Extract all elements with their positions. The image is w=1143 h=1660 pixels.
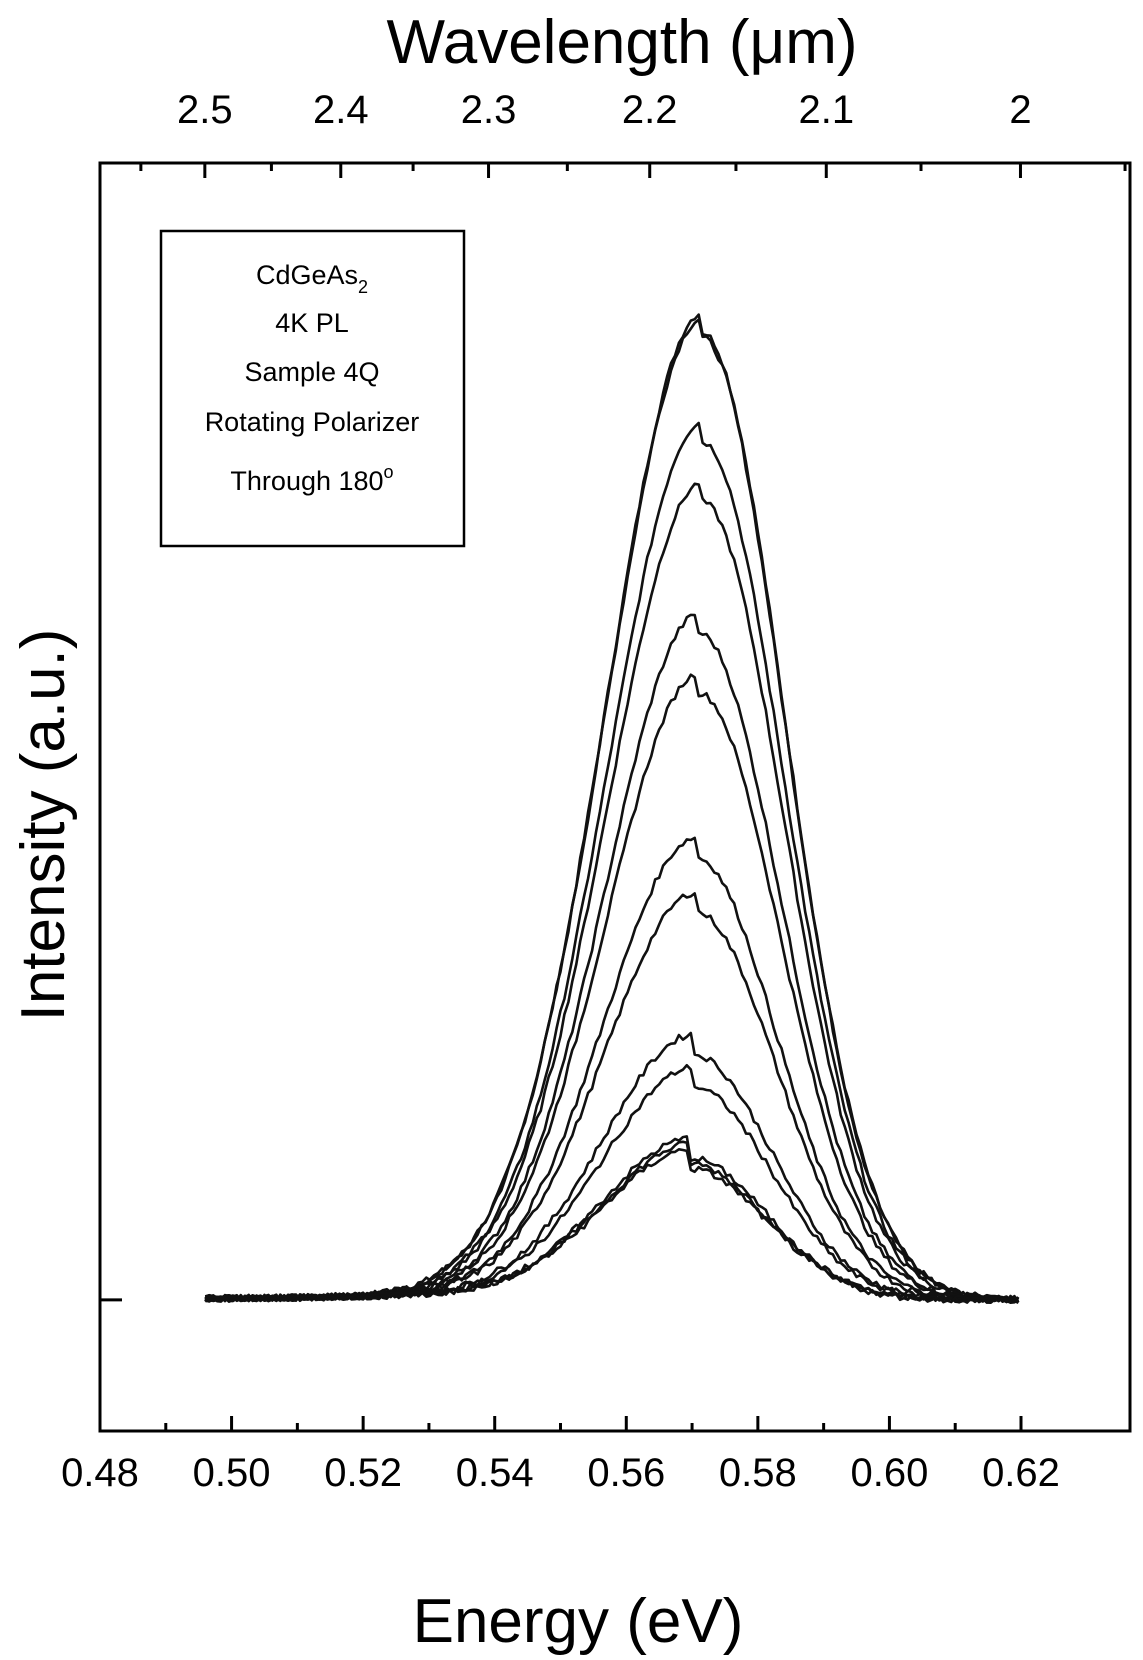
y-axis-title: Intensity (a.u.) xyxy=(9,629,78,1022)
bottom-axis-ticks xyxy=(100,1416,1021,1431)
top-axis-tick-labels: 2.5 2.4 2.3 2.2 2.1 2 xyxy=(177,88,1032,132)
x-tick-label: 0.54 xyxy=(456,1451,534,1495)
x-tick-label: 0.62 xyxy=(982,1451,1060,1495)
bottom-axis-tick-labels: 0.48 0.50 0.52 0.54 0.56 0.58 0.60 0.62 xyxy=(61,1451,1060,1495)
top-tick-label: 2.4 xyxy=(313,88,369,132)
legend-line-angle: Through 180o xyxy=(230,462,393,496)
legend-line-sample: Sample 4Q xyxy=(244,357,379,387)
legend-line-polarizer: Rotating Polarizer xyxy=(205,407,420,437)
spectrum-line xyxy=(205,1065,1018,1303)
top-tick-label: 2 xyxy=(1009,88,1031,132)
x-axis-title: Energy (eV) xyxy=(413,1587,744,1656)
top-tick-label: 2.1 xyxy=(798,88,854,132)
top-axis-ticks xyxy=(141,163,1125,178)
x-tick-label: 0.50 xyxy=(193,1451,271,1495)
x-tick-label: 0.58 xyxy=(719,1451,797,1495)
top-tick-label: 2.3 xyxy=(461,88,517,132)
legend-box: CdGeAs2 4K PL Sample 4Q Rotating Polariz… xyxy=(161,231,464,546)
spectrum-line xyxy=(205,838,1018,1302)
x-tick-label: 0.56 xyxy=(587,1451,665,1495)
x-tick-label: 0.48 xyxy=(61,1451,139,1495)
top-tick-label: 2.5 xyxy=(177,88,233,132)
spectrum-line xyxy=(205,1033,1018,1301)
top-tick-label: 2.2 xyxy=(622,88,678,132)
top-axis-title: Wavelength (μm) xyxy=(387,8,858,77)
x-tick-label: 0.60 xyxy=(850,1451,928,1495)
x-tick-label: 0.52 xyxy=(324,1451,402,1495)
spectrum-line xyxy=(205,675,1018,1302)
legend-line-temperature: 4K PL xyxy=(275,308,349,338)
